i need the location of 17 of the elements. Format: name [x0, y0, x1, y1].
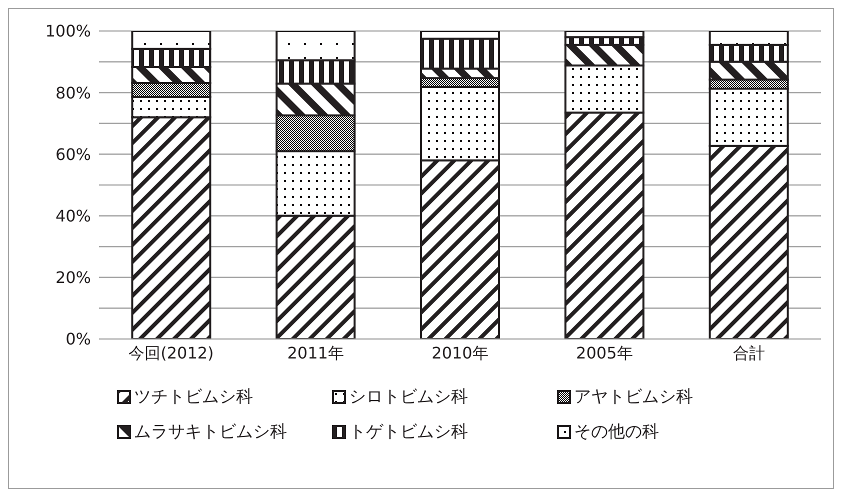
y-tick-label: 40% [55, 206, 91, 226]
y-tick-label: 20% [55, 268, 91, 288]
x-tick-label: 合計 [732, 343, 765, 362]
legend-label: その他の科 [574, 421, 659, 443]
x-tick-label: 2005年 [576, 343, 633, 362]
legend-label: トゲトビムシ科 [349, 421, 468, 443]
legend-label: ムラサキトビムシ科 [134, 421, 287, 443]
x-tick-label: 2011年 [287, 343, 344, 362]
legend-label: ツチトビムシ科 [134, 386, 253, 408]
x-tick-label: 2010年 [432, 343, 488, 362]
x-tick-label: 今回(2012) [128, 343, 214, 362]
y-tick-label: 60% [55, 144, 91, 164]
legend-label: シロトビムシ科 [349, 386, 468, 408]
y-tick-label: 80% [55, 83, 91, 102]
y-tick-label: 100% [45, 22, 91, 41]
y-tick-label: 0% [66, 330, 91, 349]
legend-label: アヤトビムシ科 [574, 386, 693, 408]
